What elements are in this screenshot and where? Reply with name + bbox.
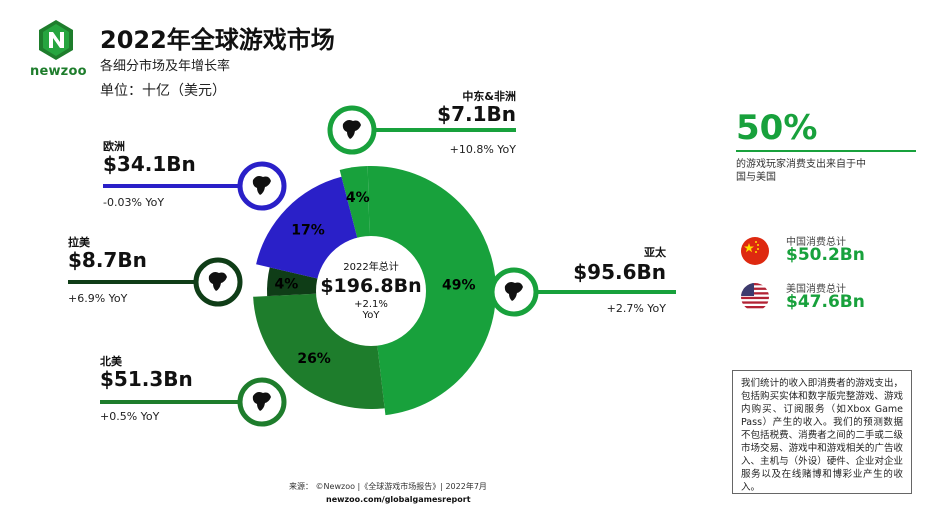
source-text: 来源： ©Newzoo |《全球游戏市场报告》| 2022年7月 bbox=[289, 482, 487, 491]
us-spend-value: $47.6Bn bbox=[786, 292, 865, 312]
region-yoy-europe: -0.03% YoY bbox=[103, 196, 165, 209]
brand-name: newzoo bbox=[30, 64, 87, 79]
big-percent: 50% bbox=[736, 108, 818, 148]
unit-label: 单位：十亿（美元） bbox=[100, 83, 226, 99]
center-total-growth-unit: YoY bbox=[362, 310, 380, 321]
pie-percent-europe: 17% bbox=[291, 223, 325, 239]
methodology-note: 我们统计的收入即消费者的游戏支出，包括购买实体和数字版完整游戏、游戏内购买、订阅… bbox=[732, 370, 912, 494]
region-yoy-apac: +2.7% YoY bbox=[606, 302, 666, 315]
region-value-europe: $34.1Bn bbox=[103, 152, 196, 176]
china-flag-icon bbox=[741, 237, 769, 265]
region-name-apac: 亚太 bbox=[644, 246, 666, 259]
region-name-europe: 欧洲 bbox=[103, 140, 125, 153]
pie-percent-latam: 4% bbox=[274, 276, 298, 292]
map-badge-mea-icon bbox=[327, 105, 377, 155]
region-name-na: 北美 bbox=[100, 355, 122, 368]
region-name-mea: 中东&非洲 bbox=[462, 90, 516, 103]
center-total-value: $196.8Bn bbox=[320, 275, 422, 297]
newzoo-logo-icon bbox=[39, 20, 73, 60]
pie-slice-apac bbox=[367, 166, 497, 416]
region-value-na: $51.3Bn bbox=[100, 367, 193, 391]
region-yoy-latam: +6.9% YoY bbox=[68, 292, 128, 305]
us-spend-label: 美国消费总计 bbox=[786, 284, 846, 295]
map-badge-latam-icon bbox=[193, 257, 243, 307]
pie-percent-na: 26% bbox=[297, 351, 331, 367]
china-spend-label: 中国消费总计 bbox=[786, 237, 846, 248]
center-total-growth: +2.1% bbox=[354, 299, 388, 310]
china-spend-value: $50.2Bn bbox=[786, 245, 865, 265]
big-percent-underline bbox=[736, 150, 916, 152]
pie-percent-apac: 49% bbox=[442, 278, 476, 294]
map-badge-apac-icon bbox=[489, 267, 539, 317]
region-yoy-mea: +10.8% YoY bbox=[449, 143, 516, 156]
region-value-mea: $7.1Bn bbox=[437, 102, 516, 126]
source-url: newzoo.com/globalgamesreport bbox=[326, 495, 471, 504]
map-badge-europe-icon bbox=[237, 161, 287, 211]
page-subtitle: 各细分市场及年增长率 bbox=[100, 59, 231, 74]
region-value-apac: $95.6Bn bbox=[573, 260, 666, 284]
us-flag-icon bbox=[741, 283, 769, 311]
center-total: 2022年总计 $196.8Bn +2.1% YoY bbox=[316, 258, 426, 321]
pie-percent-mea: 4% bbox=[346, 190, 370, 206]
region-name-latam: 拉美 bbox=[68, 236, 90, 249]
center-disc bbox=[316, 236, 426, 346]
page-title: 2022年全球游戏市场 bbox=[100, 26, 335, 54]
region-value-latam: $8.7Bn bbox=[68, 248, 147, 272]
big-percent-desc: 的游戏玩家消费支出来自于中国与美国 bbox=[736, 159, 866, 183]
map-badge-na-icon bbox=[237, 377, 287, 427]
center-total-label: 2022年总计 bbox=[343, 262, 399, 273]
region-yoy-na: +0.5% YoY bbox=[100, 410, 160, 423]
